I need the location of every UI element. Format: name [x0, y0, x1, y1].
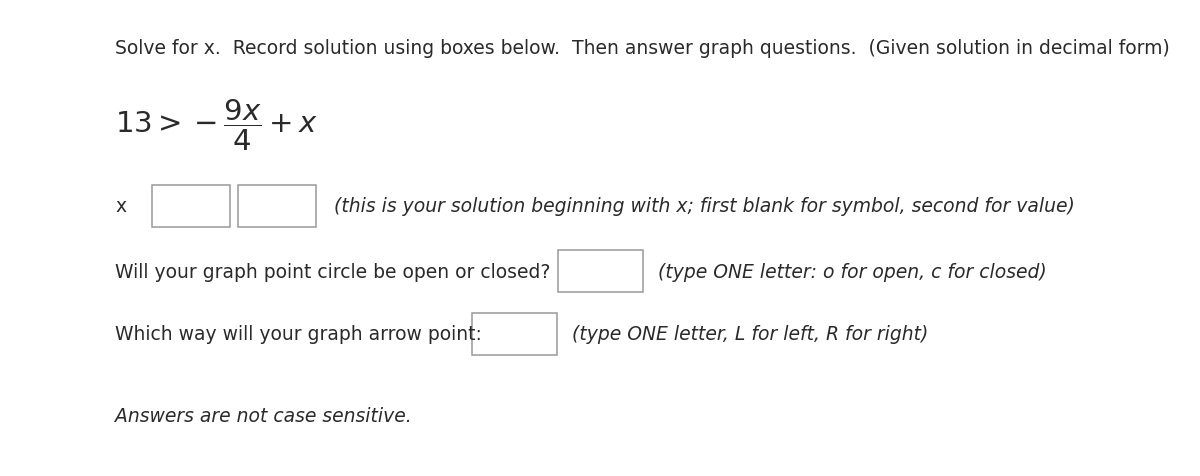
- Text: Which way will your graph arrow point:: Which way will your graph arrow point:: [115, 325, 482, 344]
- FancyBboxPatch shape: [238, 186, 316, 228]
- Text: Answers are not case sensitive.: Answers are not case sensitive.: [115, 407, 412, 426]
- Text: (type ONE letter, L for left, R for right): (type ONE letter, L for left, R for righ…: [572, 325, 929, 344]
- Text: (this is your solution beginning with x; first blank for symbol, second for valu: (this is your solution beginning with x;…: [334, 197, 1075, 216]
- Text: $\mathregular{13} > -\dfrac{9x}{4} + x$: $\mathregular{13} > -\dfrac{9x}{4} + x$: [115, 97, 318, 152]
- Text: Solve for x.  Record solution using boxes below.  Then answer graph questions.  : Solve for x. Record solution using boxes…: [115, 39, 1170, 58]
- Text: Will your graph point circle be open or closed?: Will your graph point circle be open or …: [115, 262, 551, 281]
- FancyBboxPatch shape: [472, 313, 557, 355]
- Text: x: x: [115, 197, 126, 216]
- FancyBboxPatch shape: [558, 250, 643, 292]
- Text: (type ONE letter: o for open, c for closed): (type ONE letter: o for open, c for clos…: [658, 262, 1046, 281]
- FancyBboxPatch shape: [152, 186, 230, 228]
